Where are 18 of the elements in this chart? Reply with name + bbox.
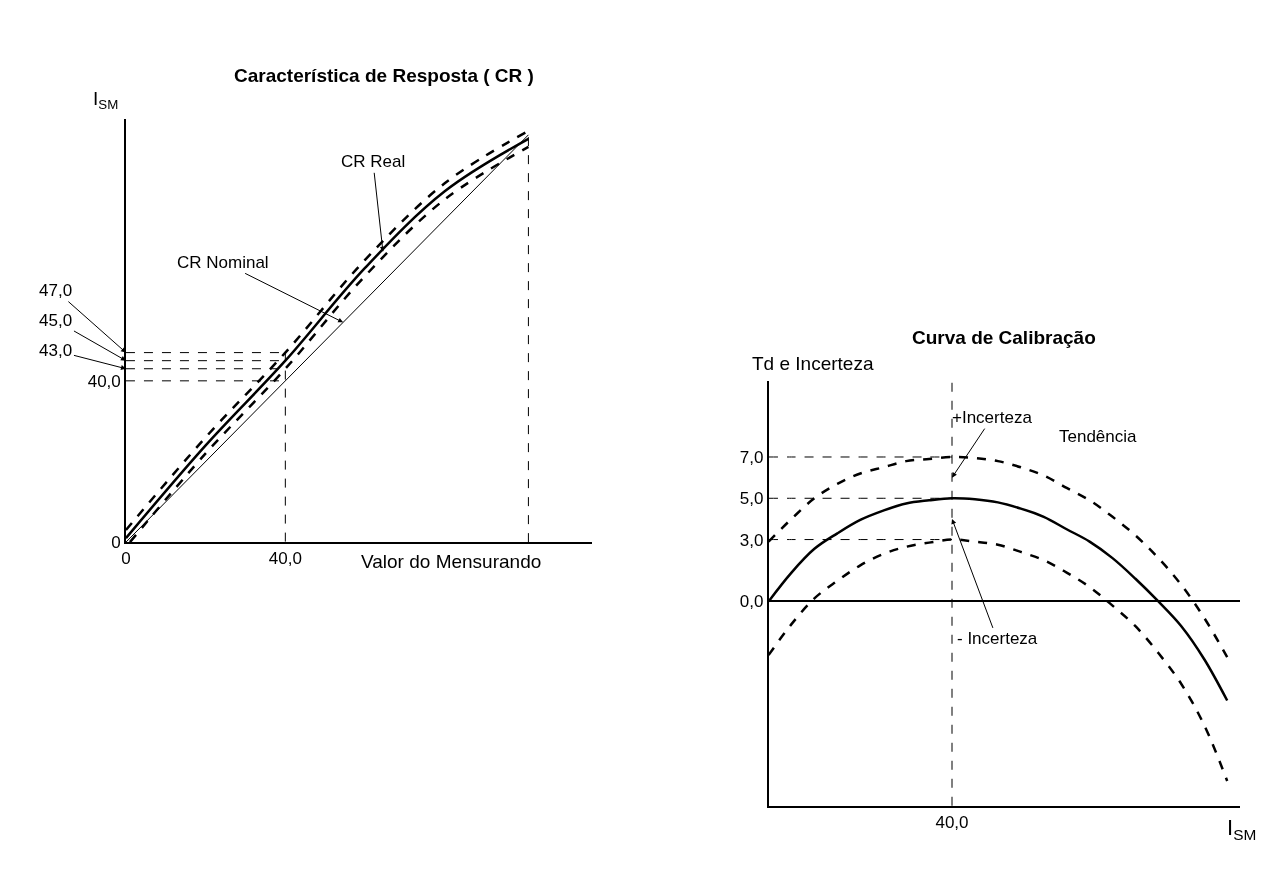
annotation: +Incerteza: [952, 408, 1033, 427]
annotation: CR Nominal: [177, 253, 269, 272]
annotation: 45,0: [39, 311, 73, 330]
x-axis-title: I$_{SM}$: [1227, 815, 1257, 843]
annotation: CR Real: [341, 152, 406, 171]
y-tick-label: 5,0: [739, 489, 764, 509]
x-axis-title: Valor do Mensurando: [361, 551, 542, 572]
annotation: 43,0: [39, 341, 73, 360]
y-tick-label: 3,0: [739, 530, 764, 550]
annotation: Tendência: [1059, 427, 1138, 446]
y-axis-title: Td e Incerteza: [752, 353, 874, 374]
annotation: 47,0: [39, 281, 73, 300]
y-axis-title: I$_{SM}$: [93, 88, 119, 112]
y-tick-label: 7,0: [739, 447, 764, 467]
chart-title: Curva de Calibração: [912, 327, 1096, 348]
chart-title: Característica de Resposta ( CR ): [234, 65, 534, 86]
y-tick-label: 0,0: [739, 592, 764, 612]
annotation: - Incerteza: [957, 629, 1038, 648]
